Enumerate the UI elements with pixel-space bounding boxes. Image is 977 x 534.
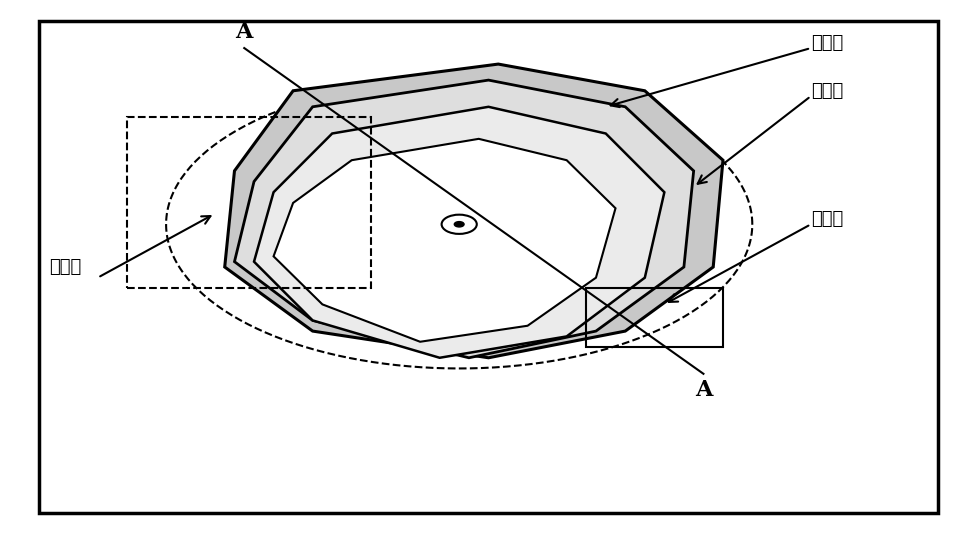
Text: 声学镜: 声学镜 (811, 82, 843, 100)
Polygon shape (234, 80, 694, 358)
Polygon shape (254, 107, 664, 358)
Bar (127, 117, 371, 288)
Text: A: A (695, 379, 712, 401)
Text: A: A (235, 21, 253, 43)
Polygon shape (274, 139, 616, 342)
Circle shape (454, 222, 464, 227)
Text: 底电极: 底电极 (49, 258, 81, 276)
Text: 顶电极: 顶电极 (811, 210, 843, 228)
Text: 压电层: 压电层 (811, 34, 843, 52)
Polygon shape (225, 64, 723, 358)
